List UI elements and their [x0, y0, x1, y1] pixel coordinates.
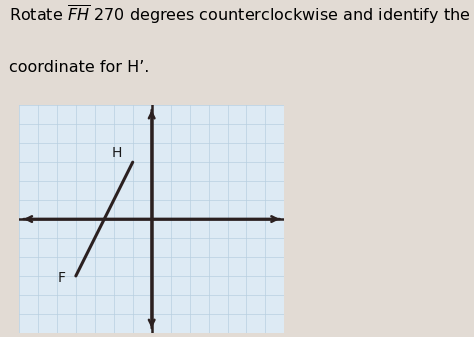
Text: H: H	[112, 146, 122, 160]
Text: coordinate for H’.: coordinate for H’.	[9, 60, 150, 75]
Text: Rotate $\overline{FH}$ 270 degrees counterclockwise and identify the new: Rotate $\overline{FH}$ 270 degrees count…	[9, 3, 474, 26]
Text: F: F	[57, 271, 65, 285]
